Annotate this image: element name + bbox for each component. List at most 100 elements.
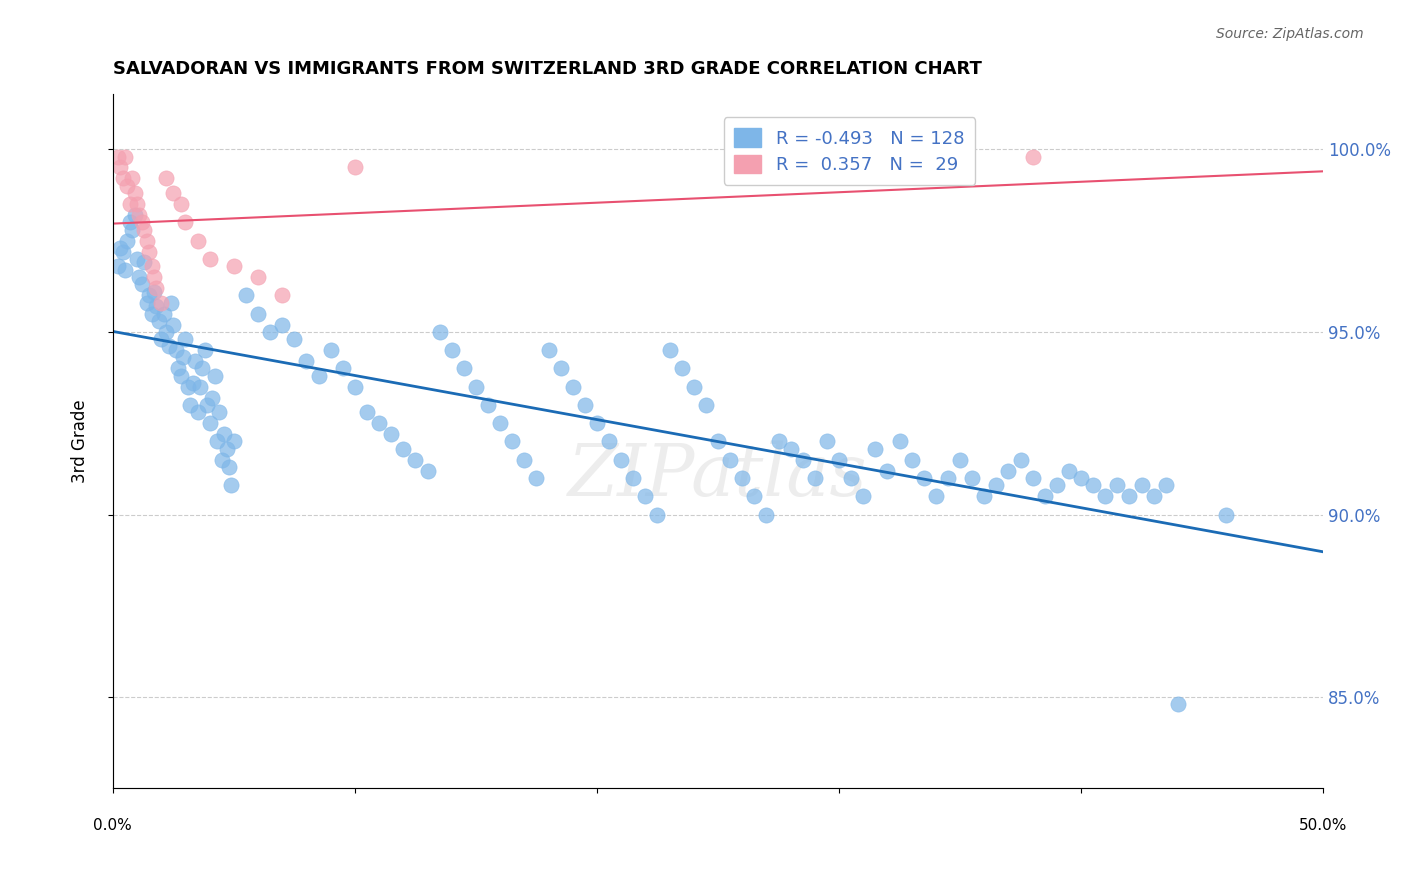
Point — [634, 489, 657, 503]
Point — [125, 252, 148, 266]
Point — [1143, 489, 1166, 503]
Point — [742, 489, 765, 503]
Point — [718, 452, 741, 467]
Point — [138, 244, 160, 259]
Point — [117, 178, 139, 193]
Point — [221, 478, 243, 492]
Point — [1057, 464, 1080, 478]
Point — [1021, 149, 1043, 163]
Point — [779, 442, 801, 456]
Point — [865, 442, 887, 456]
Point — [343, 379, 366, 393]
Point — [1033, 489, 1056, 503]
Point — [208, 405, 231, 419]
Point — [986, 478, 1008, 492]
Point — [145, 299, 167, 313]
Point — [131, 215, 153, 229]
Point — [332, 361, 354, 376]
Point — [526, 471, 548, 485]
Point — [108, 241, 131, 255]
Point — [416, 464, 439, 478]
Point — [184, 354, 207, 368]
Point — [828, 452, 851, 467]
Point — [404, 452, 426, 467]
Point — [247, 270, 270, 285]
Point — [1215, 508, 1237, 522]
Point — [121, 171, 143, 186]
Point — [1154, 478, 1177, 492]
Point — [145, 281, 167, 295]
Point — [222, 434, 245, 449]
Point — [125, 197, 148, 211]
Point — [155, 325, 177, 339]
Point — [191, 361, 214, 376]
Point — [1130, 478, 1153, 492]
Point — [936, 471, 959, 485]
Point — [118, 197, 141, 211]
Point — [682, 379, 704, 393]
Point — [440, 343, 463, 358]
Point — [205, 434, 228, 449]
Point — [135, 295, 157, 310]
Point — [177, 379, 200, 393]
Point — [513, 452, 536, 467]
Text: ZIPatlas: ZIPatlas — [568, 441, 868, 511]
Point — [973, 489, 995, 503]
Point — [134, 222, 156, 236]
Point — [165, 343, 187, 358]
Point — [141, 259, 163, 273]
Point — [160, 295, 183, 310]
Point — [695, 398, 717, 412]
Point — [201, 391, 224, 405]
Point — [259, 325, 281, 339]
Point — [179, 398, 201, 412]
Point — [561, 379, 583, 393]
Point — [792, 452, 814, 467]
Point — [295, 354, 318, 368]
Point — [114, 262, 136, 277]
Point — [148, 314, 170, 328]
Point — [181, 376, 204, 390]
Point — [815, 434, 838, 449]
Point — [118, 215, 141, 229]
Point — [174, 332, 197, 346]
Point — [128, 270, 150, 285]
Point — [121, 222, 143, 236]
Point — [465, 379, 488, 393]
Point — [671, 361, 693, 376]
Point — [155, 171, 177, 186]
Point — [550, 361, 572, 376]
Point — [162, 186, 184, 200]
Point — [804, 471, 827, 485]
Point — [172, 351, 194, 365]
Point — [949, 452, 972, 467]
Point — [138, 288, 160, 302]
Point — [925, 489, 948, 503]
Point — [1070, 471, 1092, 485]
Point — [489, 416, 512, 430]
Point — [960, 471, 983, 485]
Point — [271, 288, 294, 302]
Point — [114, 149, 136, 163]
Point — [204, 368, 226, 383]
Point — [135, 234, 157, 248]
Point — [111, 244, 134, 259]
Point — [143, 285, 166, 299]
Point — [131, 277, 153, 292]
Point — [212, 427, 235, 442]
Text: Source: ZipAtlas.com: Source: ZipAtlas.com — [1216, 27, 1364, 41]
Point — [453, 361, 475, 376]
Point — [343, 161, 366, 175]
Point — [188, 379, 211, 393]
Point — [621, 471, 644, 485]
Text: SALVADORAN VS IMMIGRANTS FROM SWITZERLAND 3RD GRADE CORRELATION CHART: SALVADORAN VS IMMIGRANTS FROM SWITZERLAN… — [112, 60, 981, 78]
Point — [169, 197, 191, 211]
Point — [501, 434, 523, 449]
Point — [610, 452, 633, 467]
Point — [141, 307, 163, 321]
Point — [174, 215, 197, 229]
Point — [215, 442, 238, 456]
Point — [368, 416, 391, 430]
Point — [1010, 452, 1032, 467]
Point — [997, 464, 1019, 478]
